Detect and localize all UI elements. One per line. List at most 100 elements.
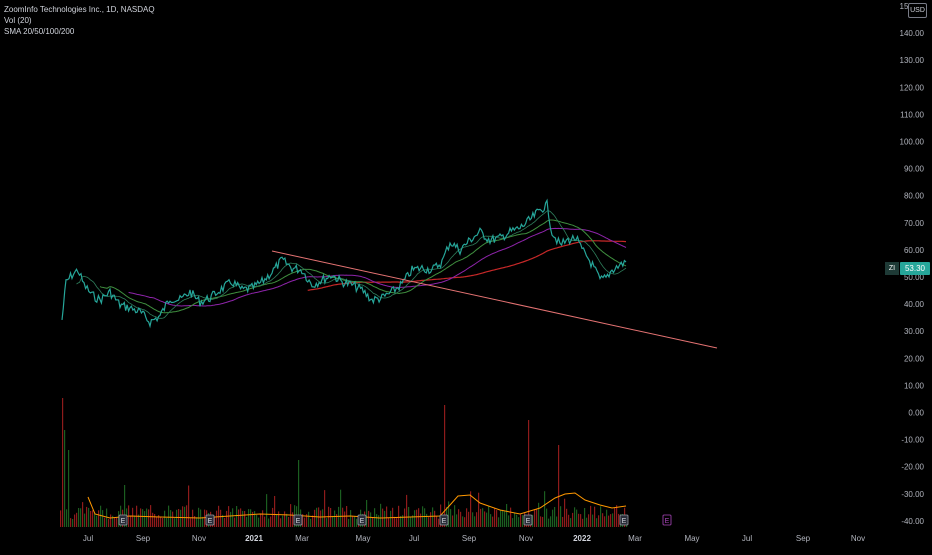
volume-bar — [188, 485, 190, 527]
volume-bar — [184, 506, 186, 527]
volume-bar — [612, 513, 614, 527]
price-axis-label: 50.00 — [904, 273, 925, 282]
time-axis-label: Sep — [136, 534, 151, 543]
earnings-marker[interactable]: E — [439, 514, 449, 526]
earnings-marker[interactable]: E — [293, 514, 303, 526]
volume-bar — [292, 512, 294, 527]
volume-bar — [512, 518, 514, 527]
volume-bar — [460, 511, 462, 527]
currency-badge[interactable]: USD — [908, 3, 927, 18]
volume-bar — [112, 515, 114, 527]
volume-bar — [248, 509, 250, 527]
volume-bar — [554, 507, 556, 527]
volume-bar — [606, 509, 608, 527]
volume-bar — [602, 513, 604, 527]
volume-bar — [110, 514, 112, 527]
volume-bar — [260, 513, 262, 527]
volume-bar — [324, 490, 326, 527]
price-axis-label: 20.00 — [904, 354, 925, 363]
price-axis-label: 40.00 — [904, 300, 925, 309]
time-axis-label: 2021 — [245, 534, 263, 543]
volume-bar — [420, 513, 422, 527]
volume-bar — [416, 509, 418, 527]
volume-bar — [282, 515, 284, 527]
volume-bar — [432, 507, 434, 527]
volume-bar — [176, 509, 178, 527]
volume-bar — [152, 512, 154, 527]
earnings-marker[interactable]: E — [357, 514, 367, 526]
volume-bar — [350, 510, 352, 527]
volume-bar — [562, 516, 564, 527]
volume-bar — [144, 511, 146, 527]
volume-bar — [400, 516, 402, 527]
legend-volume[interactable]: Vol (20) — [4, 16, 32, 25]
volume-bar — [424, 508, 426, 527]
volume-bar — [492, 516, 494, 527]
volume-bar — [258, 517, 260, 527]
volume-bar — [472, 512, 474, 527]
volume-bar — [566, 508, 568, 527]
volume-bar — [534, 509, 536, 527]
volume-bar — [80, 508, 82, 527]
volume-bar — [278, 511, 280, 527]
volume-bar — [116, 517, 118, 527]
time-axis-label: Sep — [462, 534, 477, 543]
volume-bar — [164, 510, 166, 527]
volume-bar — [482, 508, 484, 527]
volume-bar — [156, 516, 158, 527]
volume-bar — [560, 506, 562, 527]
volume-bar — [550, 516, 552, 527]
volume-bar — [390, 510, 392, 527]
volume-bar — [454, 505, 456, 527]
volume-bar — [72, 519, 74, 527]
volume-bar — [224, 518, 226, 527]
volume-bar — [270, 516, 272, 527]
volume-bar — [316, 507, 318, 527]
price-line[interactable] — [61, 198, 627, 329]
volume-bar — [114, 517, 116, 527]
volume-bar — [236, 506, 238, 527]
earnings-marker[interactable]: E — [118, 514, 128, 526]
volume-bar — [570, 518, 572, 527]
time-axis-label: Jul — [409, 534, 419, 543]
earnings-marker[interactable]: E — [205, 514, 215, 526]
volume-bar — [584, 508, 586, 527]
volume-bar — [240, 508, 242, 527]
volume-bar — [470, 491, 472, 527]
volume-bar — [342, 507, 344, 527]
volume-bar — [484, 511, 486, 527]
volume-bar — [96, 515, 98, 527]
price-axis-label: 70.00 — [904, 219, 925, 228]
volume-bar — [170, 510, 172, 527]
earnings-marker[interactable]: E — [523, 514, 533, 526]
volume-bar — [398, 505, 400, 527]
volume-bar — [576, 509, 578, 527]
legend-sma[interactable]: SMA 20/50/100/200 — [4, 27, 75, 36]
time-axis-label: Mar — [628, 534, 642, 543]
trendline-drawing[interactable] — [271, 250, 718, 349]
volume-bar — [334, 510, 336, 527]
price-axis-label: 110.00 — [900, 110, 924, 119]
volume-bar — [542, 516, 544, 527]
volume-bar — [320, 510, 322, 527]
volume-bar — [498, 517, 500, 527]
volume-bar — [388, 517, 390, 527]
legend-symbol[interactable]: ZoomInfo Technologies Inc., 1D, NASDAQ — [4, 5, 155, 14]
volume-bar — [268, 518, 270, 527]
volume-bar — [466, 508, 468, 527]
volume-bar — [262, 510, 264, 527]
volume-bar — [574, 507, 576, 527]
volume-bar — [306, 514, 308, 527]
earnings-marker-label: E — [526, 518, 531, 525]
volume-bar — [548, 518, 550, 527]
volume-bar — [274, 496, 276, 527]
earnings-marker[interactable]: E — [619, 514, 629, 526]
volume-bar — [246, 517, 248, 527]
volume-bar — [146, 508, 148, 527]
future-earnings-marker[interactable]: E — [662, 514, 672, 526]
volume-bar — [368, 510, 370, 527]
volume-bar — [60, 510, 62, 527]
